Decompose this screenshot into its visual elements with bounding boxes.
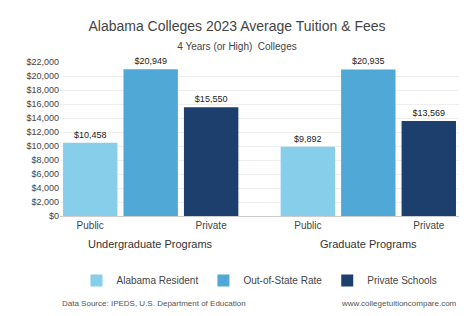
svg-text:$18,000: $18,000 xyxy=(26,85,59,95)
svg-text:$10,458: $10,458 xyxy=(74,130,107,140)
svg-text:Private Schools: Private Schools xyxy=(367,275,436,286)
svg-text:$15,550: $15,550 xyxy=(195,94,228,104)
svg-text:$13,569: $13,569 xyxy=(413,108,446,118)
svg-text:$22,000: $22,000 xyxy=(26,57,59,67)
svg-text:Public: Public xyxy=(294,220,321,231)
svg-text:$16,000: $16,000 xyxy=(26,99,59,109)
svg-text:Private: Private xyxy=(413,220,445,231)
svg-text:Data Source: IPEDS, U.S. Depar: Data Source: IPEDS, U.S. Department of E… xyxy=(62,299,246,308)
svg-text:$20,935: $20,935 xyxy=(352,56,385,66)
svg-text:$0: $0 xyxy=(49,211,59,221)
svg-text:$2,000: $2,000 xyxy=(31,197,59,207)
svg-text:Alabama Colleges 2023 Average: Alabama Colleges 2023 Average Tuition & … xyxy=(88,18,385,34)
svg-text:$9,892: $9,892 xyxy=(294,134,322,144)
svg-text:Undergraduate Programs: Undergraduate Programs xyxy=(88,238,213,250)
svg-text:$20,949: $20,949 xyxy=(134,56,167,66)
svg-text:www.collegetuitioncompare.com: www.collegetuitioncompare.com xyxy=(341,299,457,308)
svg-text:$4,000: $4,000 xyxy=(31,183,59,193)
svg-text:Public: Public xyxy=(77,220,104,231)
svg-text:$6,000: $6,000 xyxy=(31,169,59,179)
svg-text:$12,000: $12,000 xyxy=(26,127,59,137)
svg-text:$8,000: $8,000 xyxy=(31,155,59,165)
svg-text:4 Years (or High) Colleges: 4 Years (or High) Colleges xyxy=(177,41,297,52)
svg-text:Graduate Programs: Graduate Programs xyxy=(320,238,417,250)
svg-text:$20,000: $20,000 xyxy=(26,71,59,81)
svg-text:Out-of-State Rate: Out-of-State Rate xyxy=(243,275,322,286)
svg-text:$10,000: $10,000 xyxy=(26,141,59,151)
svg-text:Alabama Resident: Alabama Resident xyxy=(117,275,199,286)
svg-text:Private: Private xyxy=(196,220,228,231)
svg-text:$14,000: $14,000 xyxy=(26,113,59,123)
